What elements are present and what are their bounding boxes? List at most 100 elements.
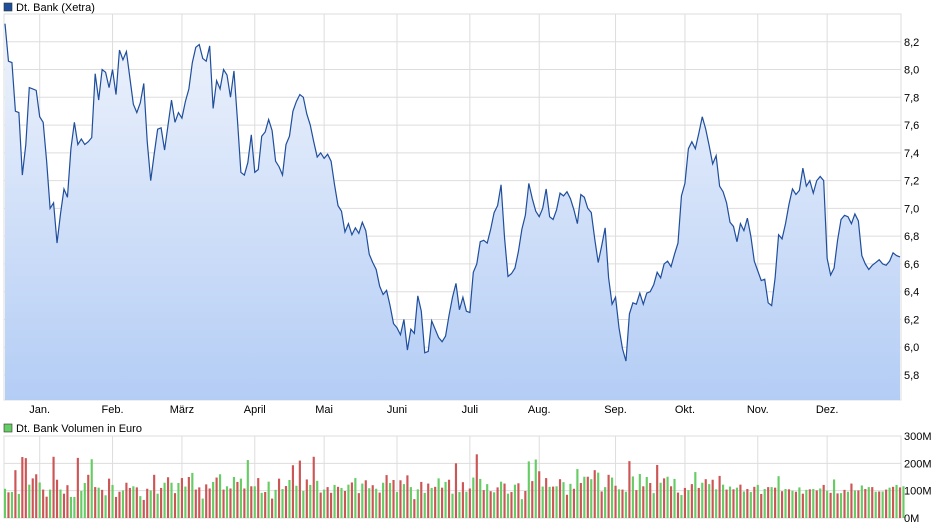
volume-bar [319, 492, 322, 518]
price-y-tick-label: 6,0 [904, 342, 919, 354]
volume-bar [645, 477, 648, 518]
volume-bar [673, 478, 676, 518]
volume-bar [125, 482, 128, 518]
volume-bar [878, 491, 881, 518]
volume-legend-label: Dt. Bank Volumen in Euro [16, 423, 142, 435]
volume-bar [860, 485, 863, 518]
price-y-tick-label: 6,6 [904, 259, 919, 271]
volume-bar [121, 490, 125, 518]
volume-bars [3, 454, 905, 518]
volume-bar [94, 487, 97, 518]
price-y-tick-label: 7,6 [904, 120, 919, 132]
volume-bar [822, 484, 825, 518]
volume-bar [794, 491, 797, 518]
volume-bar [340, 487, 343, 518]
volume-bar [704, 479, 707, 518]
volume-bar [111, 484, 114, 518]
volume-bar [118, 491, 121, 518]
volume-bar [31, 478, 34, 518]
volume-bar [142, 499, 145, 518]
volume-bar [867, 487, 870, 518]
volume-bar [420, 481, 423, 518]
volume-bar [139, 496, 142, 518]
volume-bar [902, 486, 905, 518]
volume-bar [777, 476, 780, 518]
volume-bar [572, 488, 575, 518]
volume-bar [770, 487, 773, 518]
volume-bar [548, 486, 551, 518]
volume-bar [468, 488, 471, 518]
volume-bar [156, 493, 159, 518]
volume-bar [350, 482, 353, 518]
volume-bar [243, 488, 246, 518]
volume-bar [787, 489, 791, 518]
volume-bar [711, 479, 714, 518]
volume-bar [600, 491, 603, 518]
volume-bar [385, 475, 388, 518]
volume-bar [451, 493, 454, 518]
volume-bar [406, 475, 409, 518]
volume-bar [617, 489, 621, 518]
volume-bar [579, 483, 582, 518]
volume-bar [760, 493, 763, 518]
volume-bar [732, 489, 735, 518]
volume-bar [833, 479, 836, 518]
volume-bar [631, 476, 634, 518]
volume-y-ticks: 0M 100M 200M 300M [904, 431, 932, 525]
volume-bar [295, 485, 298, 518]
volume-bar [264, 492, 267, 518]
volume-bar [323, 489, 326, 518]
volume-bar [170, 482, 173, 518]
month-tick-label: Sep. [604, 404, 627, 416]
volume-bar [524, 490, 527, 518]
volume-bar [465, 491, 468, 518]
volume-bar [850, 483, 853, 518]
volume-bar [871, 487, 874, 518]
volume-bar [3, 488, 7, 518]
volume-bar [395, 492, 399, 518]
volume-bar [441, 487, 444, 518]
volume-bar [198, 487, 201, 518]
volume-bar [274, 489, 277, 518]
volume-bar [225, 486, 229, 518]
volume-bar [569, 483, 572, 518]
volume-bar [496, 487, 499, 518]
volume-bar [326, 487, 329, 518]
volume-bar [808, 489, 811, 518]
volume-bar [728, 486, 732, 518]
volume-bar [503, 483, 506, 518]
volume-bar [864, 489, 867, 518]
month-tick-label: Feb. [102, 404, 124, 416]
price-panel: 5,86,06,26,46,66,87,07,27,47,67,88,08,2 … [3, 2, 919, 416]
volume-bar [354, 478, 357, 518]
volume-bar [194, 489, 197, 518]
month-tick-label: Juni [387, 404, 407, 416]
price-y-tick-label: 6,8 [904, 231, 919, 243]
volume-bar [874, 491, 877, 518]
volume-bar [177, 483, 180, 518]
volume-bar [52, 456, 55, 518]
volume-bar [780, 491, 784, 518]
volume-bar [624, 491, 628, 518]
volume-bar [14, 470, 17, 518]
volume-bar [336, 486, 340, 518]
volume-bar [819, 488, 822, 518]
volume-bar [742, 491, 745, 518]
volume-bar [76, 457, 79, 518]
volume-bar [444, 481, 447, 518]
volume-bar [219, 474, 222, 518]
volume-bar [316, 480, 319, 518]
volume-bar [302, 490, 305, 518]
volume-bar [229, 488, 232, 518]
volume-bar [28, 484, 31, 518]
volume-bar [538, 471, 541, 518]
volume-bar [652, 493, 655, 518]
price-legend-swatch [3, 2, 13, 12]
volume-bar [305, 479, 308, 518]
volume-bar [815, 490, 818, 518]
volume-bar [454, 463, 458, 518]
volume-bar [312, 456, 315, 518]
volume-bar [583, 476, 586, 518]
volume-bar [447, 479, 451, 518]
